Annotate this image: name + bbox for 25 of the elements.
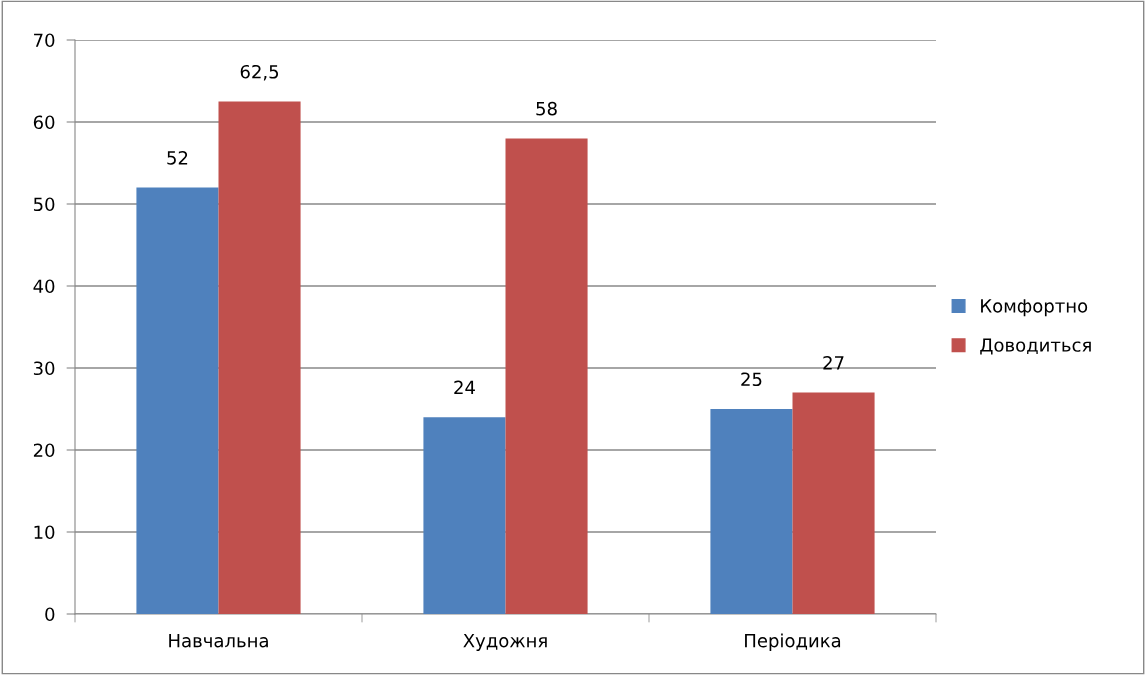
data-label: 24 — [454, 380, 475, 394]
y-tick-label: 70 — [34, 33, 55, 48]
bar — [136, 187, 219, 614]
y-tick-label: 40 — [33, 279, 55, 294]
data-label: 52 — [167, 151, 188, 165]
x-tick-label: Навчальна — [169, 634, 268, 648]
data-label: 27 — [823, 356, 844, 370]
y-tick-label: 50 — [33, 197, 55, 212]
bar — [423, 417, 506, 614]
bar — [710, 409, 793, 614]
y-tick-label: 60 — [33, 115, 55, 130]
x-tick-label: Періодика — [745, 633, 841, 651]
data-label: 62,5 — [240, 64, 279, 81]
y-tick-label: 0 — [45, 607, 55, 622]
legend-label: Комфортно — [981, 299, 1088, 317]
data-label: 25 — [741, 372, 762, 387]
bar — [505, 138, 588, 614]
y-tick-label: 30 — [33, 361, 55, 376]
legend-label: Доводиться — [980, 338, 1091, 355]
y-tick-label: 10 — [34, 525, 55, 540]
data-label: 58 — [536, 101, 557, 116]
y-tick-label: 20 — [33, 443, 55, 458]
x-tick-label: Художня — [463, 634, 547, 651]
bar — [792, 392, 875, 614]
bar — [218, 101, 301, 614]
